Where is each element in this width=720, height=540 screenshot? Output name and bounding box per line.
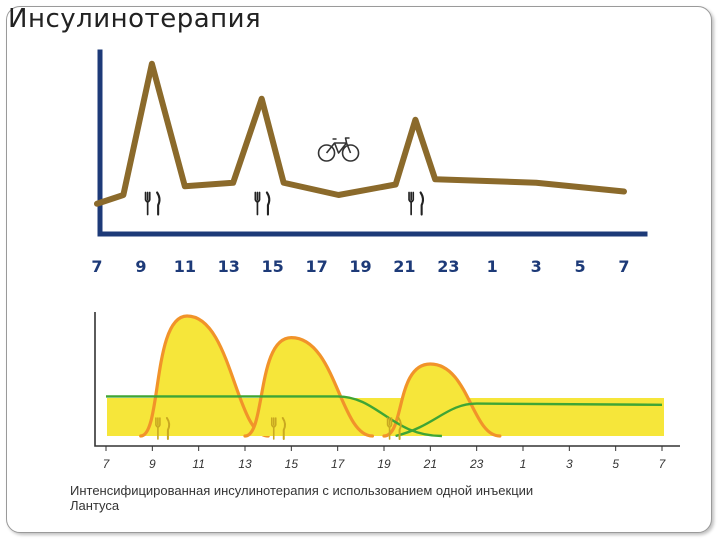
fork-knife-icon xyxy=(155,417,171,440)
slide-title: Инсулинотерапия xyxy=(8,4,262,34)
fork-knife-icon xyxy=(254,191,271,216)
bottom-x-tick: 7 xyxy=(659,457,667,471)
bolus-peak-fill xyxy=(245,337,373,436)
top-x-tick: 7 xyxy=(91,257,102,276)
top-x-tick: 1 xyxy=(487,257,498,276)
glucose-curve xyxy=(94,60,627,207)
fork-knife-icon xyxy=(386,417,402,440)
bolus-peak-fill xyxy=(140,316,269,436)
bottom-x-tick: 9 xyxy=(149,457,156,471)
bolus-peak-curve xyxy=(139,314,270,438)
fork-knife-icon xyxy=(408,191,425,216)
bottom-x-tick: 17 xyxy=(331,457,346,471)
bicycle-icon xyxy=(317,137,360,162)
bottom-axis xyxy=(94,312,680,447)
basal-line-evening xyxy=(395,402,663,438)
bottom-x-tick: 7 xyxy=(103,457,111,471)
bolus-peak-curve xyxy=(243,335,375,438)
bottom-x-tick: 23 xyxy=(469,457,484,471)
slide-frame xyxy=(6,6,712,533)
bottom-x-tick: 21 xyxy=(423,457,437,471)
bottom-x-tick: 13 xyxy=(238,457,252,471)
bottom-x-tick: 11 xyxy=(192,457,204,471)
top-x-tick: 5 xyxy=(575,257,586,276)
top-chart: 7 9 11 13 15 17 19 21 23 1 3 5 7 xyxy=(91,49,648,276)
top-x-tick: 23 xyxy=(437,257,459,276)
bottom-chart: 7 9 11 13 15 17 19 21 23 1 3 5 7 xyxy=(94,312,680,471)
top-x-tick: 19 xyxy=(349,257,371,276)
top-x-tick: 15 xyxy=(262,257,284,276)
bottom-x-tick: 19 xyxy=(377,457,391,471)
top-axis xyxy=(97,49,648,237)
caption-line2: Лантуса xyxy=(70,498,120,513)
top-x-tick: 21 xyxy=(393,257,415,276)
bottom-x-tick: 1 xyxy=(520,457,527,471)
top-x-tick: 7 xyxy=(618,257,629,276)
top-x-tick: 11 xyxy=(174,257,196,276)
top-x-tick: 3 xyxy=(531,257,542,276)
fork-knife-icon xyxy=(270,417,287,440)
bottom-x-tick: 3 xyxy=(566,457,573,471)
fork-knife-icon xyxy=(144,191,161,216)
caption-line1: Интенсифицированная инсулинотерапия с ис… xyxy=(70,483,533,498)
top-x-tick: 9 xyxy=(135,257,146,276)
top-x-tick: 13 xyxy=(218,257,240,276)
bolus-peak-fill xyxy=(384,364,500,436)
bolus-peak-curve xyxy=(382,362,502,438)
bottom-x-tick: 5 xyxy=(612,457,619,471)
bottom-x-tick: 15 xyxy=(285,457,299,471)
top-x-tick: 17 xyxy=(305,257,327,276)
basal-line-morning xyxy=(106,395,442,438)
